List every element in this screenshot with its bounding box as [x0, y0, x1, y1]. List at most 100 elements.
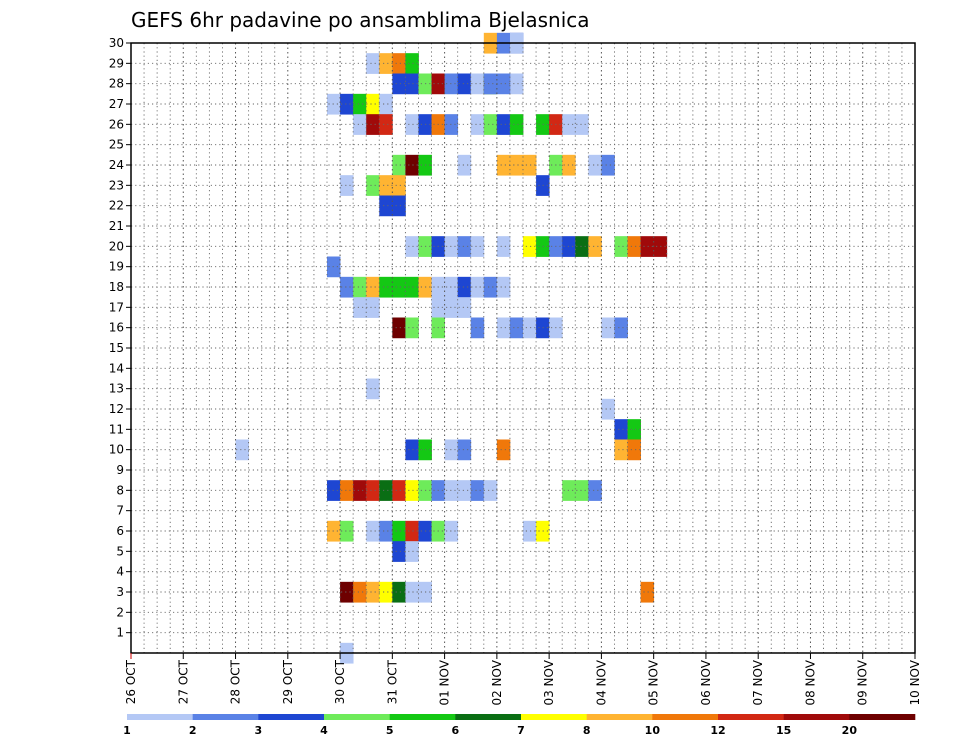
colorbar-swatch [324, 714, 390, 720]
colorbar-label: 12 [710, 724, 725, 737]
colorbar-label: 5 [386, 724, 394, 737]
heatmap-cell [366, 276, 380, 298]
heatmap-cell [405, 480, 419, 501]
y-tick-label: 2 [116, 605, 124, 619]
heatmap-cell [392, 581, 406, 603]
heatmap-cell [405, 317, 419, 339]
heatmap-cell [379, 53, 393, 74]
heatmap-cell [588, 154, 602, 176]
colorbar-swatch [783, 714, 850, 720]
heatmap-cell [353, 581, 367, 603]
colorbar-label: 4 [320, 724, 328, 737]
heatmap-cell [405, 53, 419, 74]
heatmap-cell [392, 480, 406, 501]
y-tick-label: 12 [109, 402, 124, 416]
heatmap-cell [457, 297, 472, 318]
heatmap-cell [379, 195, 393, 217]
colorbar-swatch [652, 714, 719, 720]
heatmap-cell [366, 93, 380, 115]
y-tick-label: 24 [109, 158, 124, 172]
heatmap-cell [509, 154, 524, 176]
heatmap-cell [523, 520, 537, 542]
heatmap-cell [405, 541, 419, 562]
y-tick-label: 6 [116, 524, 124, 538]
x-axis-ticks: 26 OCT 27 OCT 28 OCT 29 OCT 30 OCT 31 OCT 01 N… [124, 653, 922, 706]
y-tick-label: 20 [109, 239, 124, 253]
chart-title: GEFS 6hr padavine po ansamblima Bjelasni… [131, 8, 590, 32]
heatmap-cell [392, 175, 406, 196]
heatmap-cell [496, 276, 511, 298]
colorbar-swatch [258, 714, 325, 720]
heatmap-cell [509, 114, 524, 135]
heatmap-cell [366, 581, 380, 603]
colorbar-label: 2 [189, 724, 197, 737]
heatmap-cell [392, 520, 406, 542]
x-tick-label: 31 OCT [385, 659, 399, 704]
heatmap-cell [353, 297, 367, 318]
heatmap-cell [392, 53, 406, 74]
y-tick-label: 21 [109, 219, 124, 233]
y-tick-label: 19 [109, 260, 124, 274]
heatmap-cell [575, 114, 589, 135]
heatmap-cell [470, 276, 485, 298]
heatmap-cell [601, 398, 615, 420]
heatmap-cell [523, 317, 537, 339]
y-tick-label: 13 [109, 382, 124, 396]
heatmap-cell [483, 276, 498, 298]
heatmap-cell [405, 439, 419, 461]
heatmap-cell [614, 317, 628, 339]
heatmap-cell [496, 236, 511, 257]
colorbar-swatch [192, 714, 259, 720]
heatmap-cell [366, 297, 380, 318]
heatmap-cell [483, 480, 498, 501]
y-tick-label: 10 [109, 443, 124, 457]
heatmap-cell [366, 480, 380, 501]
y-tick-label: 30 [109, 36, 124, 50]
y-tick-label: 22 [109, 199, 124, 213]
colorbar-swatch [521, 714, 587, 720]
heatmap-cell [392, 73, 406, 95]
heatmap-cell [379, 480, 393, 501]
y-tick-label: 5 [116, 544, 124, 558]
colorbar-label: 15 [776, 724, 791, 737]
y-tick-label: 3 [116, 585, 124, 599]
heatmap-cell [392, 317, 406, 339]
colorbar-swatch [718, 714, 784, 720]
heatmap-cell [640, 581, 655, 603]
y-tick-label: 17 [109, 300, 124, 314]
x-tick-label: 10 NOV [908, 659, 922, 705]
heatmap-cell [366, 520, 380, 542]
heatmap-cell [353, 93, 367, 115]
heatmap-cell [353, 480, 367, 501]
heatmap-cell [496, 317, 511, 339]
x-tick-label: 06 NOV [699, 659, 713, 705]
heatmap-cell [392, 276, 406, 298]
heatmap-cell [470, 114, 485, 135]
colorbar-swatch [455, 714, 522, 720]
heatmap-cell [340, 480, 354, 501]
heatmap-cell [627, 439, 641, 461]
y-tick-label: 15 [109, 341, 124, 355]
colorbar-label: 10 [645, 724, 661, 737]
colorbar-label: 3 [255, 724, 263, 737]
y-tick-label: 18 [109, 280, 124, 294]
heatmap-cell [366, 114, 380, 135]
colorbar-label: 8 [583, 724, 591, 737]
grid-lines [131, 43, 915, 653]
heatmap-cell [457, 439, 472, 461]
colorbar-swatch [586, 714, 653, 720]
heatmap-cell [405, 276, 419, 298]
heatmap-cell [405, 114, 419, 135]
heatmap-cell [353, 276, 367, 298]
heatmap-cell [575, 480, 589, 501]
heatmap-cell [379, 175, 393, 196]
heatmap-cell [470, 73, 485, 95]
y-tick-label: 1 [116, 626, 124, 640]
heatmap-cell [614, 439, 628, 461]
heatmap-cell [379, 520, 393, 542]
heatmap-cell [457, 236, 472, 257]
y-tick-label: 11 [109, 422, 124, 436]
heatmap-cell [523, 154, 537, 176]
colorbar-label: 20 [842, 724, 858, 737]
